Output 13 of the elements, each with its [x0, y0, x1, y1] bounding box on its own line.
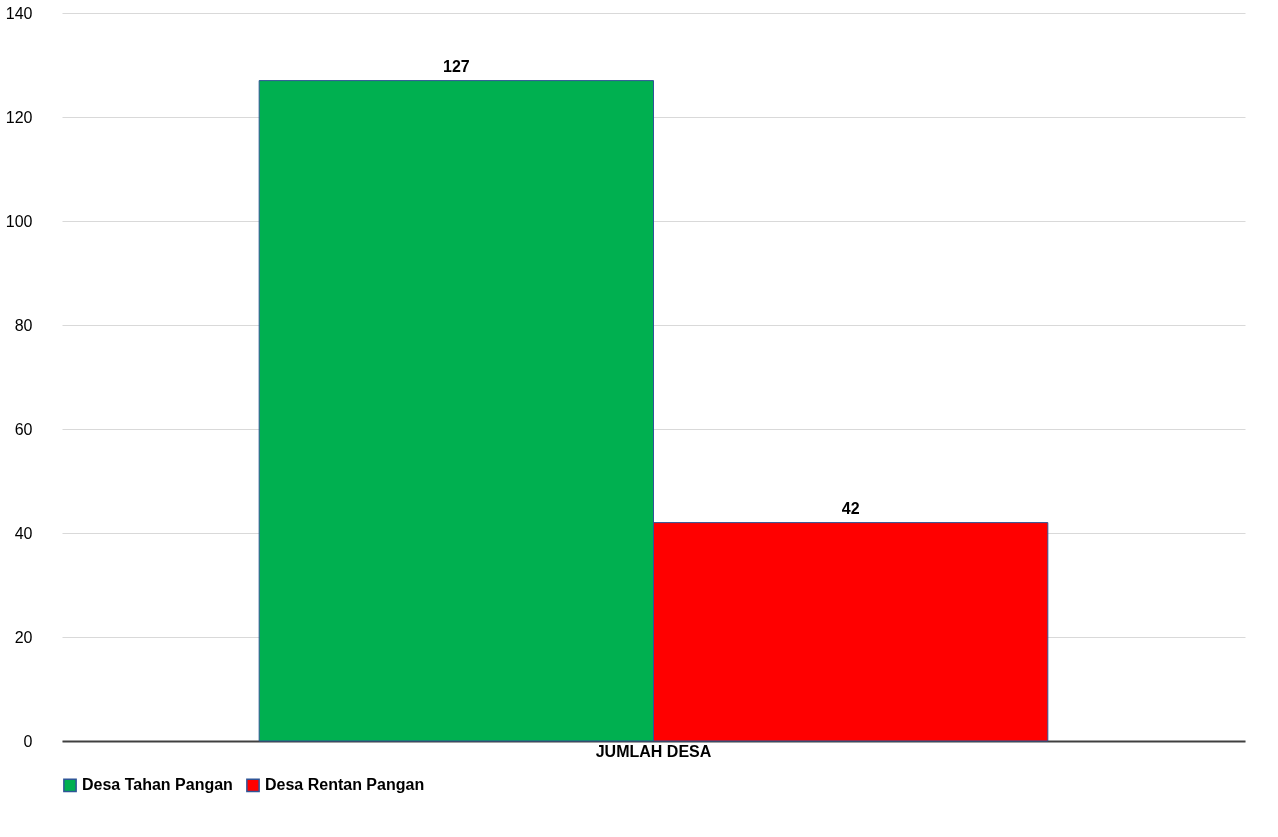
y-tick-label: 60 — [14, 420, 33, 438]
data-label: 127 — [442, 57, 470, 75]
y-tick-label: 120 — [5, 108, 33, 126]
legend-label: Desa Tahan Pangan — [82, 776, 233, 794]
y-tick-label: 140 — [5, 4, 33, 22]
y-tick-label: 0 — [23, 732, 33, 750]
y-tick-label: 40 — [14, 524, 33, 542]
legend-label: Desa Rentan Pangan — [265, 776, 425, 794]
x-tick-label: JUMLAH DESA — [595, 742, 712, 760]
y-tick-label: 80 — [14, 316, 33, 334]
y-tick-label: 20 — [14, 628, 33, 646]
y-tick-label: 100 — [5, 212, 33, 230]
data-label: 42 — [841, 499, 860, 517]
